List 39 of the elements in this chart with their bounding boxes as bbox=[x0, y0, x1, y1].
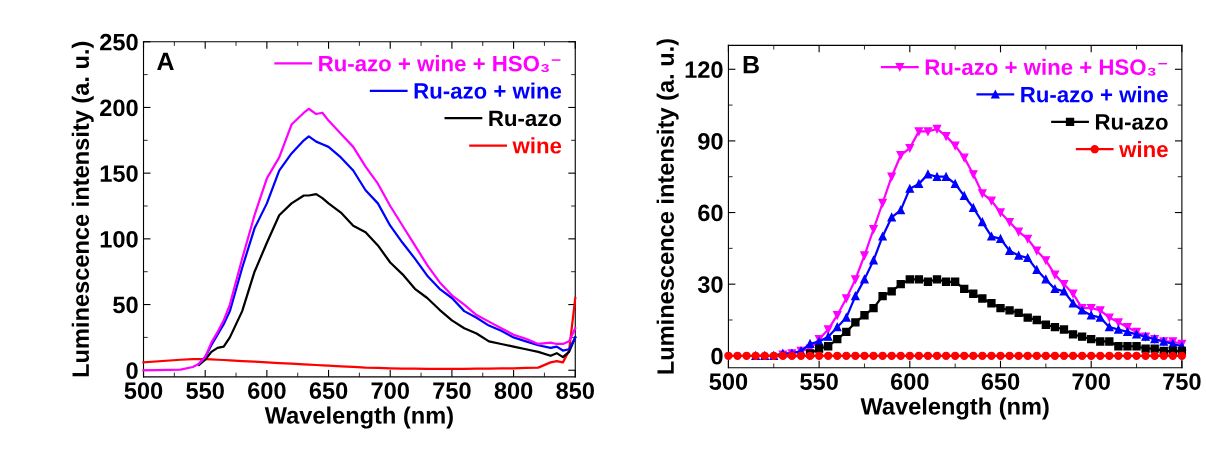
x-tick-label: 700 bbox=[371, 382, 409, 400]
legend-label: wine bbox=[512, 137, 562, 154]
x-tick-label: 750 bbox=[1163, 373, 1201, 390]
legend-label: Ru-azo bbox=[1095, 114, 1168, 130]
annotation: A bbox=[157, 52, 174, 70]
y-tick-label: 100 bbox=[100, 230, 138, 248]
x-tick-label: 850 bbox=[556, 382, 594, 400]
y-axis-title: Luminescence intensity (a. u.) bbox=[656, 39, 679, 374]
legend-label: Ru-azo + wine bbox=[414, 82, 562, 99]
y-tick-label: 50 bbox=[113, 296, 138, 314]
y-axis-title: Luminescence intensity (a. u.) bbox=[71, 41, 94, 377]
legend-label: Ru-azo bbox=[489, 110, 562, 127]
x-tick-label: 500 bbox=[709, 373, 748, 390]
x-tick-label: 800 bbox=[494, 382, 533, 400]
y-tick-label: 0 bbox=[126, 362, 138, 380]
x-tick-label: 650 bbox=[981, 373, 1020, 390]
y-tick-label: 200 bbox=[100, 99, 138, 117]
y-tick-label: 60 bbox=[698, 204, 723, 222]
y-tick-label: 250 bbox=[100, 33, 138, 51]
x-tick-label: 550 bbox=[186, 382, 224, 400]
legend-label: Ru-azo + wine + HSO₃⁻ bbox=[319, 55, 561, 73]
x-tick-label: 750 bbox=[433, 382, 471, 400]
y-tick-label: 0 bbox=[711, 347, 723, 365]
x-tick-label: 600 bbox=[890, 373, 929, 390]
y-tick-label: 120 bbox=[685, 61, 723, 79]
legend-label: wine bbox=[1119, 140, 1168, 158]
y-tick-label: 30 bbox=[697, 276, 723, 293]
x-tick-label: 550 bbox=[800, 373, 838, 390]
legend-label: Ru-azo + wine + HSO₃⁻ bbox=[925, 58, 1168, 76]
x-tick-label: 700 bbox=[1072, 373, 1110, 390]
x-axis-title: Wavelength (nm) bbox=[860, 397, 1049, 420]
x-tick-label: 600 bbox=[248, 382, 286, 400]
x-axis-title: Wavelength (nm) bbox=[264, 406, 453, 429]
x-tick-label: 500 bbox=[124, 382, 163, 400]
y-tick-label: 90 bbox=[698, 132, 723, 150]
legend-label: Ru-azo + wine bbox=[1021, 86, 1168, 103]
y-tick-label: 150 bbox=[100, 165, 138, 182]
annotation: B bbox=[743, 55, 759, 74]
x-tick-label: 650 bbox=[309, 382, 348, 400]
